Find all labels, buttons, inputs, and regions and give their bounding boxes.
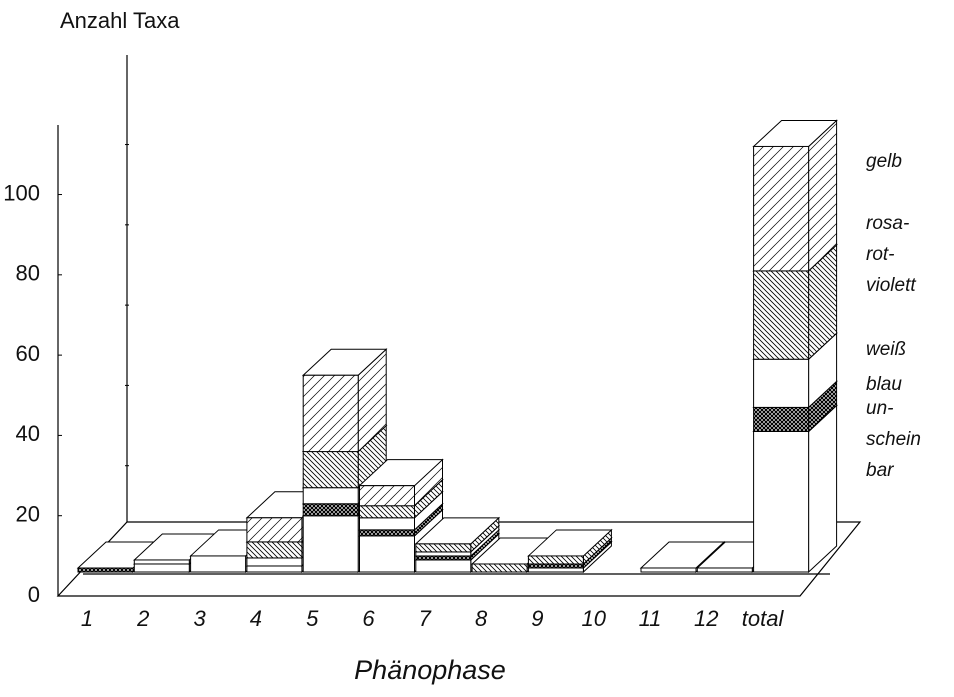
bar-segment — [696, 567, 753, 573]
bar-segment — [753, 145, 810, 272]
bar-segment — [471, 563, 528, 573]
bar-segment — [359, 535, 415, 573]
x-tick-label: 6 — [362, 606, 375, 631]
bar-segment — [753, 430, 810, 573]
frame — [56, 55, 862, 597]
y-tick-label: 100 — [3, 180, 40, 205]
legend-label: weiß — [866, 339, 906, 360]
bar-segment — [359, 485, 415, 507]
bar-segment — [359, 505, 415, 519]
bar-segment — [302, 487, 359, 505]
bar-segment — [527, 555, 584, 565]
y-tick-label: 0 — [28, 582, 40, 607]
bar-segment — [640, 567, 697, 573]
legend-label: gelb — [866, 151, 902, 172]
bar-segment — [190, 555, 247, 573]
bar-segment — [527, 567, 584, 573]
legend-label: blau — [866, 374, 902, 395]
x-tick-label: 12 — [694, 606, 718, 631]
bar-segment — [359, 517, 415, 531]
x-tick-label: 8 — [475, 606, 488, 631]
bar-segment — [246, 565, 303, 573]
legend-label: rosa-rot-violett — [866, 213, 916, 296]
x-tick-label: 2 — [136, 606, 149, 631]
legend-label: un-schein bar — [866, 398, 921, 481]
bar-segment — [302, 503, 359, 517]
bar-side — [808, 404, 838, 574]
bar-segment — [302, 515, 359, 573]
x-tick-label: total — [742, 606, 785, 631]
bar-segment — [753, 358, 810, 408]
x-tick-label: 4 — [250, 606, 262, 631]
y-axis-title: Anzahl Taxa — [60, 8, 180, 33]
x-tick-label: 9 — [531, 606, 543, 631]
bar-segment — [302, 374, 359, 453]
bar-segment — [359, 529, 415, 537]
bar-segment — [415, 559, 472, 573]
x-tick-label: 7 — [419, 606, 432, 631]
x-tick-label: 5 — [306, 606, 319, 631]
bar-segment — [415, 543, 472, 553]
bar-segment — [302, 451, 359, 489]
bar-segment — [753, 406, 810, 432]
bar-segment — [246, 557, 303, 567]
bar-segment — [415, 555, 472, 561]
y-tick-label: 80 — [16, 261, 40, 286]
y-tick-label: 40 — [16, 421, 40, 446]
bar-segment — [246, 541, 303, 559]
bar-segment — [246, 517, 303, 543]
y-tick-label: 20 — [16, 502, 40, 527]
x-axis-title: Phänophase — [354, 655, 506, 685]
bar-segment — [133, 559, 190, 565]
y-tick-label: 60 — [16, 341, 40, 366]
bar-segment — [527, 563, 584, 569]
x-tick-label: 10 — [581, 606, 606, 631]
bar-segment — [753, 270, 810, 360]
x-tick-label: 3 — [193, 606, 206, 631]
x-tick-label: 11 — [639, 606, 662, 631]
bar-segment — [133, 563, 190, 573]
x-tick-label: 1 — [81, 606, 93, 631]
bar-segment — [415, 551, 472, 557]
bar-segment — [77, 567, 134, 573]
